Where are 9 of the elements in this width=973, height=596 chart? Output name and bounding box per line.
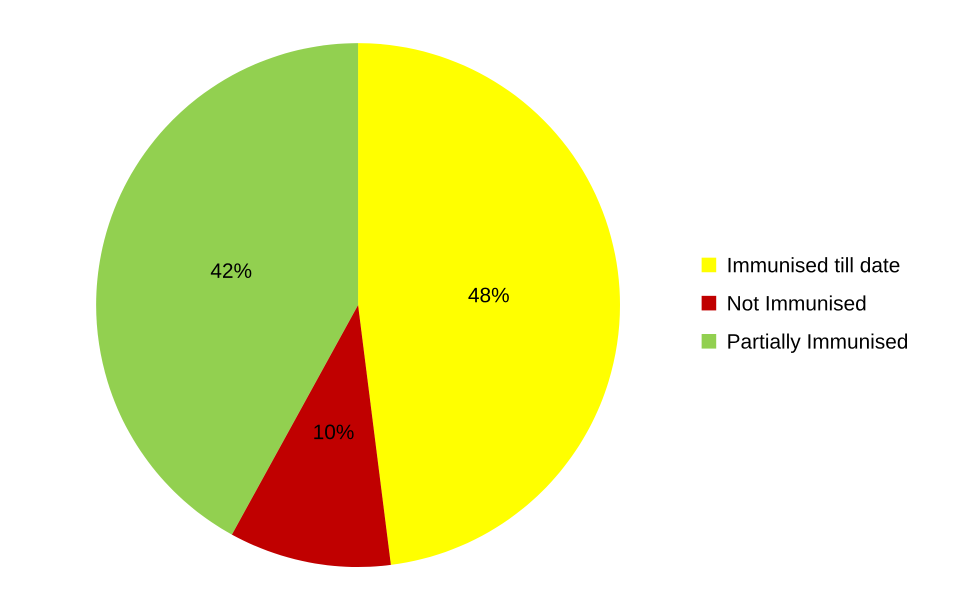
pie-slice <box>232 305 391 567</box>
legend-label: Partially Immunised <box>728 333 908 353</box>
pie-slice <box>358 43 620 565</box>
legend-label: Immunised till date <box>728 257 900 272</box>
legend-label: Not Immunised <box>728 295 866 311</box>
pie-slice <box>96 43 358 535</box>
data-label: 10% <box>314 424 354 440</box>
data-label: 48% <box>468 288 509 302</box>
data-label: 42% <box>210 263 252 278</box>
